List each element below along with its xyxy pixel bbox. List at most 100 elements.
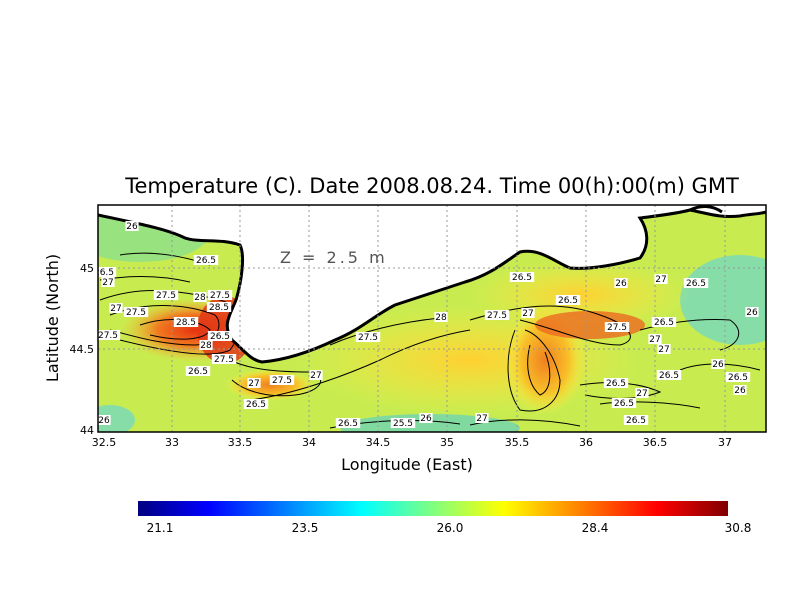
contour-label-background: [173, 317, 199, 327]
cool-region-sw: [98, 405, 135, 432]
contour-label: 27: [655, 275, 666, 285]
colorbar-tick-label: 28.4: [582, 521, 609, 535]
contour-label-background: [211, 354, 237, 364]
contour-label-background: [683, 278, 709, 288]
y-axis: 44 44.5 45: [70, 262, 95, 437]
colorbar: 21.1 23.5 26.0 28.4 30.8: [138, 501, 751, 535]
contour-label: 27: [248, 379, 259, 389]
contour-label: 26.5: [210, 332, 230, 342]
contour-label-background: [243, 399, 269, 409]
cool-region-south: [340, 414, 520, 432]
contour-label-background: [247, 378, 261, 388]
x-tick-label: 34: [302, 436, 316, 449]
contour-label: 27: [102, 278, 113, 288]
contour-label: 27: [110, 304, 121, 314]
contour-label-background: [355, 332, 381, 342]
contour-label: 26: [420, 414, 432, 424]
contour-label: 26.5: [512, 273, 532, 283]
contour-label: 26.5: [188, 367, 208, 377]
contour-label: 26: [126, 222, 138, 232]
contour-label: 27.5: [214, 355, 234, 365]
contour-label-background: [521, 308, 535, 318]
contour-label-background: [611, 398, 637, 408]
x-tick-label: 33: [165, 436, 179, 449]
contour-label: 26: [615, 279, 627, 289]
x-tick-label: 36.5: [643, 436, 668, 449]
depth-label: Z = 2.5 m: [280, 248, 388, 267]
x-tick-label: 35.5: [505, 436, 530, 449]
contour-label: 26: [746, 308, 758, 318]
y-tick-label: 44: [80, 424, 94, 437]
contour-label: 27.5: [358, 333, 378, 343]
y-tick-label: 44.5: [70, 343, 95, 356]
contour-label: 27.5: [98, 331, 118, 341]
contour-label-background: [484, 310, 510, 320]
contour-label: 27.5: [126, 308, 146, 318]
contour-label-background: [207, 331, 233, 341]
contour-label: 26.5: [626, 416, 646, 426]
contour-label-background: [604, 322, 630, 332]
x-tick-label: 35: [440, 436, 454, 449]
contour-label-background: [733, 385, 747, 395]
contour-label: 26.5: [654, 318, 674, 328]
contour-label: 26.5: [338, 419, 358, 429]
colorbar-tick-label: 23.5: [292, 521, 319, 535]
contour-label: 26: [98, 416, 110, 426]
contour-label-background: [654, 274, 668, 284]
contour-label-background: [199, 340, 213, 350]
contour-label: 26.5: [659, 371, 679, 381]
contour-label-background: [614, 278, 628, 288]
contour-label-background: [434, 312, 448, 322]
contour-label-background: [125, 221, 139, 231]
contour-label: 28: [200, 341, 212, 351]
contour-label: 27.5: [607, 323, 627, 333]
contour-label-background: [509, 272, 535, 282]
contour-label-background: [309, 370, 323, 380]
colorbar-tick-label: 26.0: [437, 521, 464, 535]
x-tick-label: 36: [579, 436, 593, 449]
contour-label-background: [623, 415, 649, 425]
contour-label: 26.5: [728, 373, 748, 383]
contour-label-background: [185, 366, 211, 376]
contour-label: 26.5: [246, 400, 266, 410]
contour-label-background: [335, 418, 361, 428]
contour-label: 27.5: [272, 376, 292, 386]
contour-label-background: [648, 334, 662, 344]
contour-label: 27: [658, 345, 669, 355]
contour-label: 27: [522, 309, 533, 319]
colorbar-tick-label: 21.1: [147, 521, 174, 535]
contour-label-background: [603, 378, 629, 388]
contour-label: 27: [476, 414, 487, 424]
contour-label-background: [98, 330, 121, 340]
contour-label: 26: [734, 386, 746, 396]
contour-label: 28.5: [176, 318, 196, 328]
x-axis-label: Longitude (East): [341, 455, 473, 474]
contour-label-background: [193, 255, 219, 265]
x-tick-label: 37: [718, 436, 732, 449]
contour-label-background: [390, 418, 416, 428]
contour-label: 26.5: [94, 268, 114, 278]
contour-label-background: [98, 415, 111, 425]
contour-label-background: [109, 303, 123, 313]
contour-label-background: [193, 292, 207, 302]
contour-label: 26.5: [614, 399, 634, 409]
land-crimea: [98, 205, 766, 362]
map-frame: [97, 204, 767, 433]
map-title: Temperature (C). Date 2008.08.24. Time 0…: [124, 174, 739, 198]
contour-label-background: [101, 277, 115, 287]
x-axis: 32.5 33 33.5 34 34.5 35 35.5 36 36.5 37: [92, 436, 732, 449]
contour-label: 26.5: [196, 256, 216, 266]
contour-label-background: [651, 317, 677, 327]
contour-label: 27.5: [156, 291, 176, 301]
contour-label: 25.5: [393, 419, 413, 429]
colorbar-tick-label: 30.8: [725, 521, 752, 535]
contour-label-background: [153, 290, 179, 300]
colorbar-scale: [138, 501, 728, 516]
contour-label: 26: [712, 360, 724, 370]
contour-label-background: [98, 267, 117, 277]
cool-region-east: [680, 255, 766, 345]
x-tick-label: 33.5: [228, 436, 253, 449]
coastline: [98, 208, 766, 364]
contour-label-background: [207, 290, 233, 300]
